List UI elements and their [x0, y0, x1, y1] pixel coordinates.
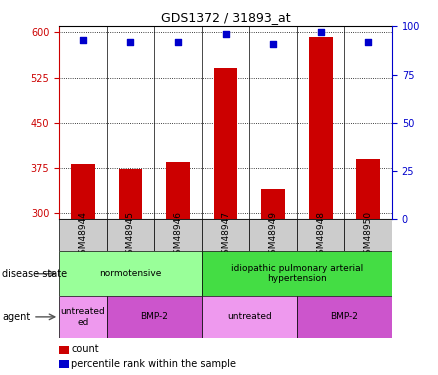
- Bar: [202, 251, 392, 296]
- Bar: [344, 219, 392, 251]
- Bar: [202, 219, 249, 251]
- Text: GSM48949: GSM48949: [268, 211, 278, 260]
- Bar: [357, 159, 380, 219]
- Text: GSM48947: GSM48947: [221, 211, 230, 260]
- Point: [79, 37, 86, 43]
- Bar: [249, 219, 297, 251]
- Text: normotensive: normotensive: [99, 269, 162, 278]
- Text: BMP-2: BMP-2: [140, 312, 168, 321]
- Bar: [59, 296, 107, 338]
- Bar: [154, 219, 202, 251]
- Bar: [166, 162, 190, 219]
- Bar: [59, 251, 202, 296]
- Text: count: count: [71, 345, 99, 354]
- Point: [365, 39, 372, 45]
- Bar: [119, 169, 142, 219]
- Text: GSM48944: GSM48944: [78, 211, 88, 260]
- Bar: [309, 36, 332, 219]
- Bar: [71, 165, 95, 219]
- Text: GSM48950: GSM48950: [364, 211, 373, 260]
- Bar: [107, 219, 154, 251]
- Point: [127, 39, 134, 45]
- Bar: [297, 296, 392, 338]
- Bar: [59, 219, 107, 251]
- Text: percentile rank within the sample: percentile rank within the sample: [71, 359, 237, 369]
- Point: [317, 29, 324, 35]
- Bar: [107, 296, 202, 338]
- Point: [222, 31, 229, 37]
- Point: [270, 40, 277, 46]
- Text: untreated
ed: untreated ed: [60, 307, 105, 327]
- Bar: [261, 189, 285, 219]
- Text: idiopathic pulmonary arterial
hypertension: idiopathic pulmonary arterial hypertensi…: [231, 264, 363, 284]
- Text: untreated: untreated: [227, 312, 272, 321]
- Bar: [297, 219, 344, 251]
- Bar: [202, 296, 297, 338]
- Title: GDS1372 / 31893_at: GDS1372 / 31893_at: [161, 11, 290, 24]
- Bar: [214, 69, 237, 219]
- Text: agent: agent: [2, 312, 30, 322]
- Text: GSM48948: GSM48948: [316, 211, 325, 260]
- Point: [174, 39, 181, 45]
- Text: disease state: disease state: [2, 269, 67, 279]
- Text: GSM48945: GSM48945: [126, 211, 135, 260]
- Text: BMP-2: BMP-2: [331, 312, 358, 321]
- Text: GSM48946: GSM48946: [173, 211, 183, 260]
